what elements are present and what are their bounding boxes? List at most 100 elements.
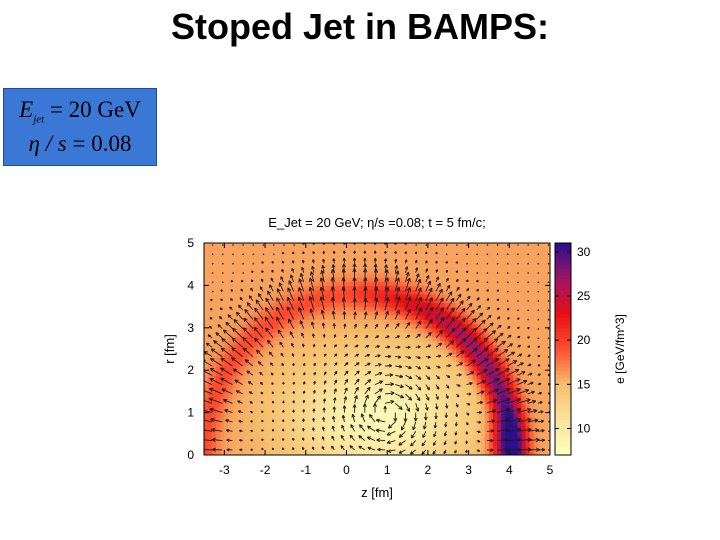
heat-cell xyxy=(452,276,457,282)
heat-cell xyxy=(391,357,396,363)
heat-cell xyxy=(204,442,209,448)
heat-cell xyxy=(476,293,482,299)
heat-cell xyxy=(533,332,539,337)
heat-cell xyxy=(533,450,539,455)
heat-cell xyxy=(521,259,527,265)
heat-cell xyxy=(358,289,364,295)
heat-cell xyxy=(256,310,262,316)
heat-cell xyxy=(427,247,433,253)
heat-cell xyxy=(277,247,282,253)
heat-cell xyxy=(232,391,238,397)
heat-cell xyxy=(330,442,335,448)
heat-cell xyxy=(529,349,535,354)
heat-cell xyxy=(293,399,299,405)
heat-cell xyxy=(484,319,490,325)
heat-cell xyxy=(240,446,246,452)
heat-cell xyxy=(208,429,213,435)
heat-cell xyxy=(509,395,514,401)
heat-cell xyxy=(505,259,510,265)
heat-cell xyxy=(220,357,225,363)
heat-cell xyxy=(293,285,299,291)
heat-cell xyxy=(436,446,441,452)
heat-cell xyxy=(309,429,315,435)
flow-arrow-head xyxy=(252,253,255,256)
heat-cell xyxy=(309,395,315,401)
heat-cell xyxy=(322,336,327,342)
heat-cell xyxy=(248,382,254,388)
heat-cell xyxy=(236,264,242,270)
heat-cell xyxy=(374,374,380,380)
heat-cell xyxy=(423,408,429,414)
heat-cell xyxy=(260,247,266,253)
heat-cell xyxy=(236,285,242,291)
heat-cell xyxy=(228,255,234,261)
heat-cell xyxy=(269,395,274,401)
heat-cell xyxy=(509,357,514,363)
heat-cell xyxy=(537,332,543,337)
flow-arrow-head xyxy=(345,362,349,366)
heat-cell xyxy=(260,285,266,291)
heat-cell xyxy=(208,319,213,325)
heat-cell xyxy=(334,391,339,397)
heat-cell xyxy=(444,332,449,337)
flow-arrow-head xyxy=(209,367,215,372)
heat-cell xyxy=(517,323,523,329)
heat-cell xyxy=(273,247,278,253)
heat-cell xyxy=(358,442,364,448)
heat-cell xyxy=(317,289,323,295)
heat-cell xyxy=(326,276,331,282)
heat-cell xyxy=(358,268,364,274)
flow-arrow xyxy=(311,266,315,273)
heat-cell xyxy=(464,408,470,414)
heat-cell xyxy=(358,399,364,405)
heat-cell xyxy=(391,298,396,303)
flow-arrow-head xyxy=(244,359,250,364)
heat-cell xyxy=(260,255,266,261)
heat-cell xyxy=(293,336,299,342)
heat-cell xyxy=(350,255,356,261)
heat-cell xyxy=(448,421,453,426)
heat-cell xyxy=(537,298,543,303)
heat-cell xyxy=(541,259,547,265)
heat-cell xyxy=(212,327,217,333)
heat-cell xyxy=(305,276,311,282)
heat-cell xyxy=(403,264,409,270)
heat-cell xyxy=(423,255,429,261)
heat-cell xyxy=(529,285,535,291)
heat-cell xyxy=(517,247,523,253)
heat-cell xyxy=(366,298,372,303)
heat-cell xyxy=(541,412,547,418)
heat-cell xyxy=(265,353,270,359)
heat-cell xyxy=(216,353,221,359)
heat-cell xyxy=(427,327,433,333)
heat-cell xyxy=(505,349,510,354)
heat-cell xyxy=(383,302,388,308)
heat-cell xyxy=(354,404,360,409)
heat-cell xyxy=(407,289,413,295)
heat-cell xyxy=(313,361,319,367)
heat-cell xyxy=(236,272,242,278)
heat-cell xyxy=(545,306,550,312)
heat-cell xyxy=(208,281,213,286)
heat-cell xyxy=(297,353,303,359)
heat-cell xyxy=(305,259,311,265)
flow-arrow xyxy=(221,388,233,395)
heat-cell xyxy=(305,293,311,299)
heat-cell xyxy=(452,289,457,295)
heat-cell xyxy=(476,408,482,414)
heat-cell xyxy=(468,438,474,443)
heat-cell xyxy=(224,255,230,261)
heat-cell xyxy=(448,344,453,350)
heat-cell xyxy=(346,340,352,346)
heat-cell xyxy=(260,302,266,308)
heat-cell xyxy=(212,255,217,261)
heat-cell xyxy=(497,412,502,418)
flow-arrow xyxy=(233,319,244,329)
heat-cell xyxy=(346,374,352,380)
heat-cell xyxy=(293,442,299,448)
heat-cell xyxy=(305,353,311,359)
heat-cell xyxy=(541,243,547,248)
heat-cell xyxy=(350,327,356,333)
heat-cell xyxy=(431,378,437,384)
heat-cell xyxy=(204,429,209,435)
